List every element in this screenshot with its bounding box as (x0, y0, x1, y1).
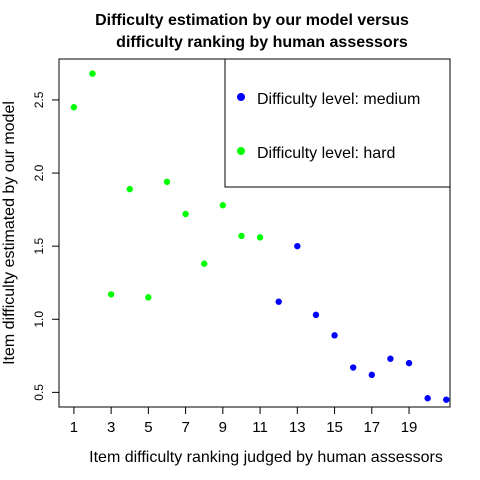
data-point (443, 396, 450, 403)
x-tick-label: 1 (70, 419, 78, 436)
y-tick-label: 2.5 (32, 91, 46, 108)
x-tick-label: 15 (326, 419, 343, 436)
x-axis: 1 3 5 7 9 11 13 15 17 19 (70, 407, 418, 436)
data-point (70, 104, 78, 111)
data-point (405, 359, 413, 367)
legend-label-hard: Difficulty level: hard (257, 145, 395, 162)
data-point (182, 210, 189, 218)
data-point (219, 202, 227, 209)
data-point (126, 185, 133, 193)
data-point (201, 260, 208, 267)
y-tick-label: 0.5 (32, 384, 46, 401)
x-tick-label: 7 (181, 419, 189, 436)
data-point (275, 298, 282, 305)
legend: Difficulty level: medium Difficulty leve… (224, 58, 451, 188)
data-point (256, 234, 264, 241)
data-point (294, 242, 301, 250)
x-tick-label: 13 (289, 419, 306, 436)
data-point (368, 371, 375, 379)
y-tick-label: 1.5 (32, 237, 46, 254)
data-points (70, 70, 450, 403)
legend-box (224, 58, 451, 188)
x-tick-label: 17 (363, 419, 380, 436)
data-point (387, 355, 394, 362)
x-tick-label: 5 (144, 419, 152, 436)
chart-title-line-1: Difficulty estimation by our model versu… (95, 12, 409, 29)
legend-marker-medium (237, 93, 245, 101)
data-point (145, 294, 152, 301)
y-tick-label: 2.0 (32, 164, 46, 181)
x-tick-label: 9 (219, 419, 227, 436)
y-axis: 0.5 1.0 1.5 2.0 2.5 (32, 91, 59, 401)
legend-marker-hard (237, 147, 245, 155)
legend-label-medium: Difficulty level: medium (257, 91, 420, 108)
y-axis-label: Item difficulty estimated by our model (1, 101, 18, 365)
chart-title-line-2: difficulty ranking by human assessors (116, 34, 408, 51)
data-point (312, 311, 320, 319)
data-point (238, 232, 245, 240)
data-point (331, 332, 338, 339)
data-point (424, 395, 431, 402)
x-tick-label: 3 (107, 419, 115, 436)
data-point (89, 70, 96, 77)
data-point (349, 364, 357, 371)
x-tick-label: 19 (401, 419, 418, 436)
x-axis-label: Item difficulty ranking judged by human … (89, 449, 443, 466)
data-point (163, 178, 171, 186)
x-tick-label: 11 (252, 419, 268, 436)
data-point (107, 291, 115, 298)
y-tick-label: 1.0 (32, 311, 46, 328)
